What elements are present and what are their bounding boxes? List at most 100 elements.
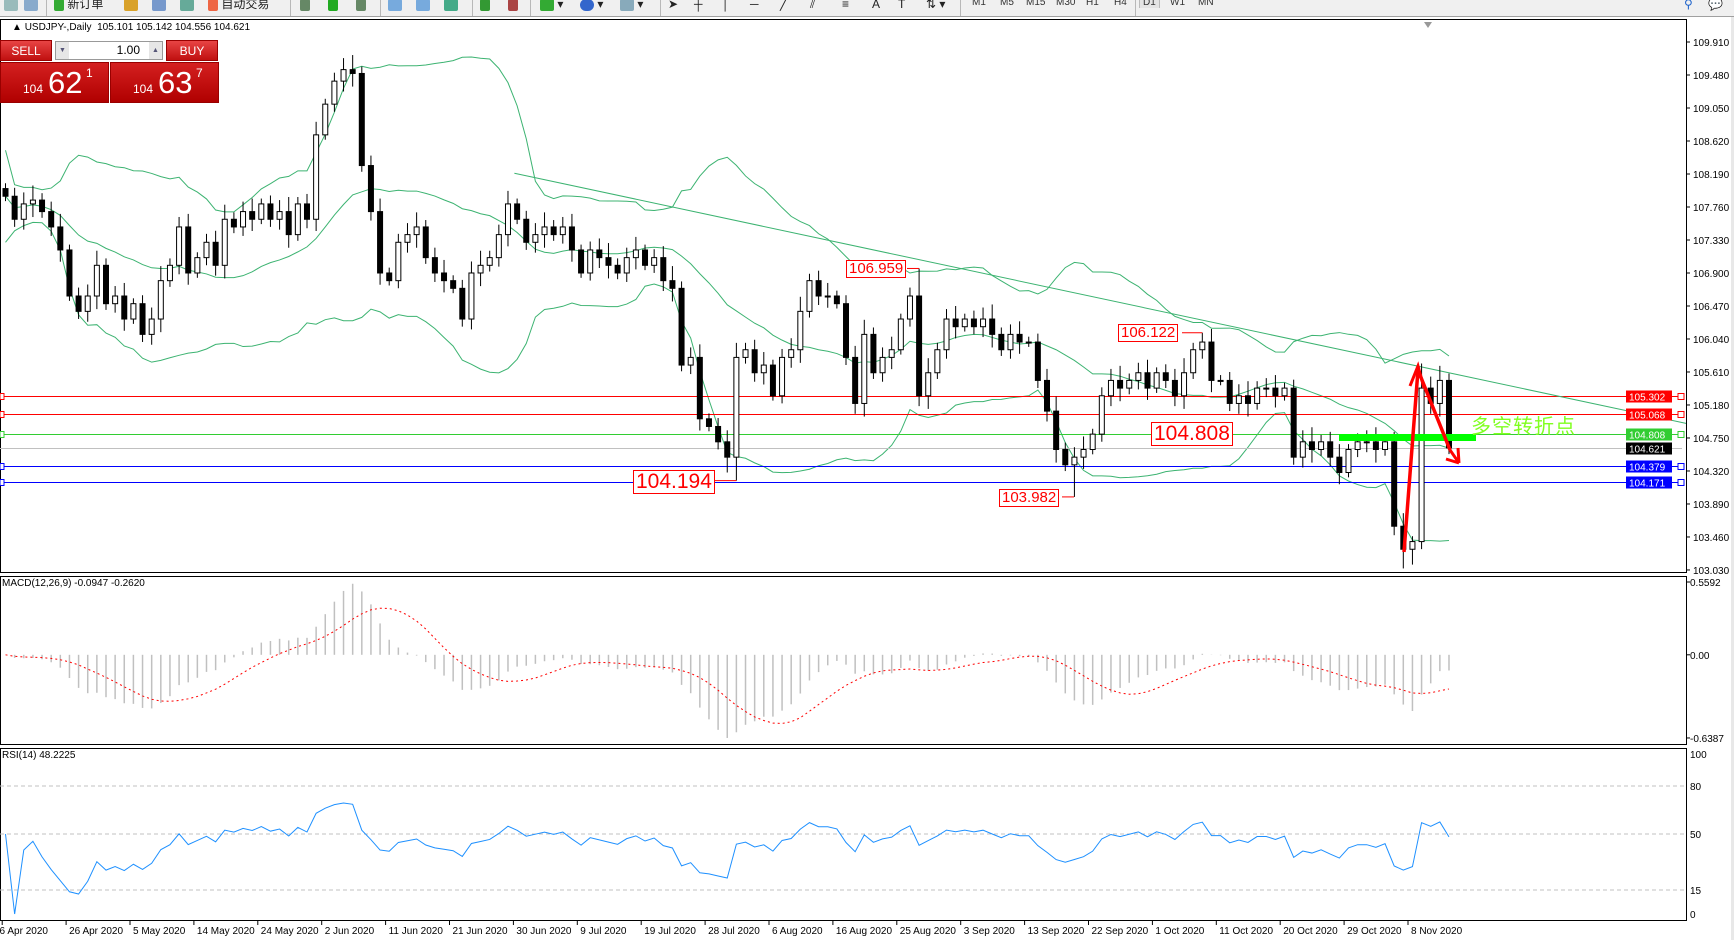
bull-candle (112, 295, 119, 305)
text-label-icon[interactable]: T (898, 0, 906, 11)
new-order-button[interactable]: 新订单 (54, 0, 103, 13)
price-label-high2[interactable]: 106.122 (1118, 324, 1179, 342)
bear-candle (1162, 372, 1169, 381)
rsi-tick-label: 80 (1690, 782, 1702, 793)
bull-candle (1025, 341, 1032, 344)
bear-candle (605, 257, 612, 266)
candlestick-icon[interactable] (328, 0, 338, 13)
cursor-icon[interactable]: ➤ (668, 0, 679, 11)
arrow-down-head-icon (1445, 447, 1461, 465)
zoom-fit-icon[interactable] (4, 0, 18, 13)
bear-candle (852, 356, 859, 404)
bear-candle (870, 333, 877, 374)
bar-chart-icon[interactable] (300, 0, 310, 13)
price-label-low[interactable]: 104.194 (633, 470, 715, 494)
bull-candle (541, 226, 548, 236)
bull-candle (240, 211, 247, 228)
bull-candle (477, 264, 484, 274)
lot-size-stepper[interactable]: ▼ 1.00 ▲ (55, 41, 163, 60)
price-tick-label: 109.910 (1693, 38, 1730, 49)
periods-icon[interactable]: ▾ (580, 0, 603, 13)
price-label-pivot[interactable]: 104.808 (1151, 422, 1233, 446)
templates-icon[interactable]: ▾ (620, 0, 643, 13)
crosshair-icon[interactable]: ┼ (694, 0, 703, 11)
tile-windows-icon[interactable] (444, 0, 458, 13)
magnifier-icon[interactable] (24, 0, 38, 13)
date-label: 24 May 2020 (261, 926, 319, 937)
pivot-text-label[interactable]: 多空转折点 (1471, 414, 1576, 438)
vertical-line-icon[interactable]: │ (722, 0, 730, 11)
trendline-icon[interactable]: ╱ (780, 0, 788, 11)
buy-button[interactable]: BUY (166, 40, 218, 61)
text-icon[interactable]: A (872, 0, 881, 11)
one-click-trading-panel: SELL ▼ 1.00 ▲ BUY 104 62 1 104 63 7 (0, 40, 219, 103)
bull-candle (861, 333, 868, 404)
bear-candle (450, 280, 457, 289)
metaeditor-icon[interactable] (124, 0, 138, 13)
sell-button[interactable]: SELL (0, 40, 52, 61)
timeframe-m1[interactable]: M1 (972, 0, 986, 8)
bear-candle (1272, 387, 1279, 397)
horizontal-line-icon[interactable]: ─ (750, 0, 759, 11)
date-label: 8 Nov 2020 (1411, 926, 1463, 937)
bear-candle (1290, 387, 1297, 458)
macd-title: MACD(12,26,9) -0.0947 -0.2620 (2, 578, 145, 589)
terminal-icon[interactable] (152, 0, 166, 13)
bear-candle (422, 226, 429, 259)
date-label: 22 Sep 2020 (1092, 926, 1149, 937)
chart-shift-icon[interactable] (508, 0, 518, 13)
rsi-line (5, 802, 1450, 915)
timeframe-d1[interactable]: D1 (1139, 0, 1160, 8)
auto-scroll-icon[interactable] (480, 0, 490, 13)
bull-candle (322, 103, 329, 136)
bull-candle (1107, 379, 1114, 397)
bear-candle (998, 333, 1005, 351)
date-label: 13 Sep 2020 (1028, 926, 1085, 937)
bull-candle (632, 249, 639, 259)
bull-candle (906, 295, 913, 320)
bull-candle (961, 318, 968, 328)
buy-price-button[interactable]: 104 63 7 (110, 62, 219, 103)
timeframe-m5[interactable]: M5 (1000, 0, 1014, 8)
search-icon[interactable]: ⚲ (1684, 0, 1693, 11)
timeframe-h1[interactable]: H1 (1086, 0, 1099, 8)
price-tick-label: 103.460 (1693, 533, 1730, 544)
chat-icon[interactable]: 💬 (1708, 0, 1723, 11)
price-label-low2[interactable]: 103.982 (999, 489, 1060, 507)
bear-candle (386, 272, 393, 282)
timeframe-m30[interactable]: M30 (1056, 0, 1076, 8)
date-label: 3 Sep 2020 (964, 926, 1016, 937)
bear-candle (1171, 379, 1178, 397)
timeframe-h4[interactable]: H4 (1114, 0, 1127, 8)
rsi-tick-label: 100 (1690, 750, 1707, 761)
lot-increase-button[interactable]: ▲ (149, 42, 162, 59)
bear-candle (642, 249, 649, 266)
timeframe-m15[interactable]: M15 (1026, 0, 1046, 8)
bear-candle (441, 272, 448, 282)
sell-price-button[interactable]: 104 62 1 (0, 62, 109, 103)
timeframe-w1[interactable]: W1 (1170, 0, 1185, 8)
lot-decrease-button[interactable]: ▼ (56, 42, 69, 59)
date-label: 5 May 2020 (133, 926, 186, 937)
bear-candle (57, 226, 64, 251)
zoom-in-icon[interactable] (388, 0, 402, 13)
bull-candle (779, 356, 786, 397)
chart-shift-marker (1424, 22, 1432, 28)
signal-icon[interactable] (180, 0, 194, 13)
line-chart-icon[interactable] (356, 0, 366, 13)
price-label-high[interactable]: 106.959 (846, 260, 907, 278)
bear-candle (916, 295, 923, 397)
fibonacci-icon[interactable]: ≡ (842, 0, 850, 11)
indicators-icon[interactable]: ▾ (540, 0, 563, 13)
lot-size-input[interactable]: 1.00 (116, 43, 140, 57)
bull-candle (797, 310, 804, 351)
zoom-out-icon[interactable] (416, 0, 430, 13)
auto-trading-button[interactable]: 自动交易 (208, 0, 269, 13)
arrows-icon[interactable]: ⇅ ▾ (926, 0, 946, 11)
timeframe-mn[interactable]: MN (1198, 0, 1214, 8)
bull-candle (194, 257, 201, 274)
bear-candle (377, 211, 384, 274)
equidistant-channel-icon[interactable]: ⫽ (810, 0, 816, 11)
date-label: 11 Jun 2020 (389, 926, 444, 937)
